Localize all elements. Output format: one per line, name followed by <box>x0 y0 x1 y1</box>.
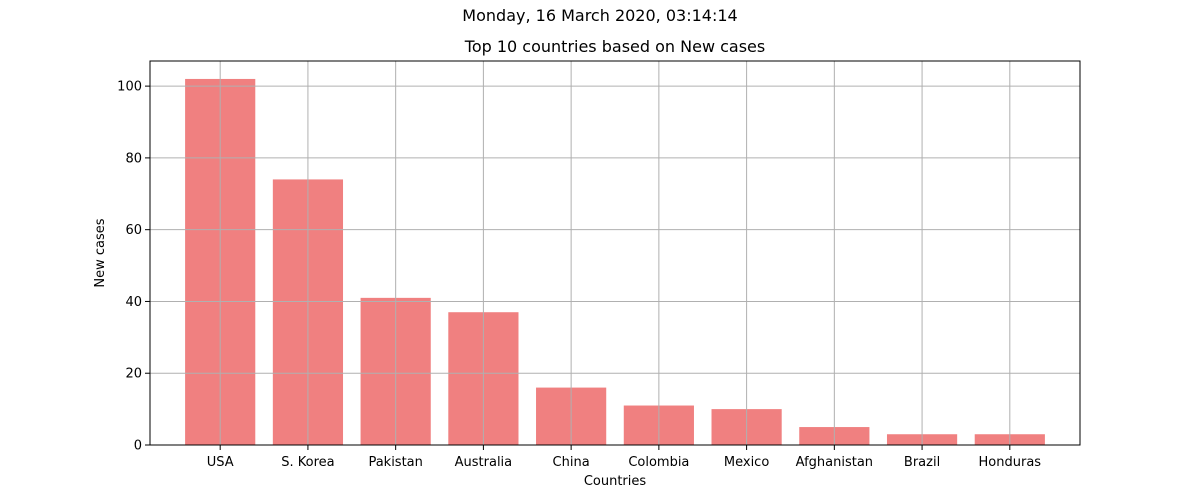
x-tick-label: Mexico <box>724 455 769 470</box>
figure-suptitle: Monday, 16 March 2020, 03:14:14 <box>462 6 738 25</box>
y-tick-label: 40 <box>125 295 142 310</box>
y-tick-label: 20 <box>125 367 142 382</box>
plot-area-frame <box>149 60 1081 446</box>
y-tick-label: 100 <box>117 80 142 95</box>
chart-title: Top 10 countries based on New cases <box>464 37 765 56</box>
x-tick-label: USA <box>207 455 234 470</box>
x-tick-label: S. Korea <box>281 455 334 470</box>
x-tick-label: Colombia <box>628 455 689 470</box>
y-tick-label: 0 <box>134 439 142 454</box>
x-axis-label: Countries <box>584 474 647 489</box>
y-tick-label: 60 <box>125 223 142 238</box>
x-tick-label: Honduras <box>979 455 1042 470</box>
bars <box>185 78 1045 446</box>
x-tick-label: Afghanistan <box>796 455 873 470</box>
y-tick-label: 80 <box>125 151 142 166</box>
x-tick-label: Australia <box>455 455 513 470</box>
axis-ticks: 0 20 40 60 80 100 USA S. Korea Pakistan Australia… <box>117 80 1041 470</box>
x-tick-label: Brazil <box>904 455 940 470</box>
grid-lines <box>150 61 1080 445</box>
y-axis-label: New cases <box>93 218 108 287</box>
x-tick-label: Pakistan <box>368 455 422 470</box>
x-tick-label: China <box>553 455 590 470</box>
